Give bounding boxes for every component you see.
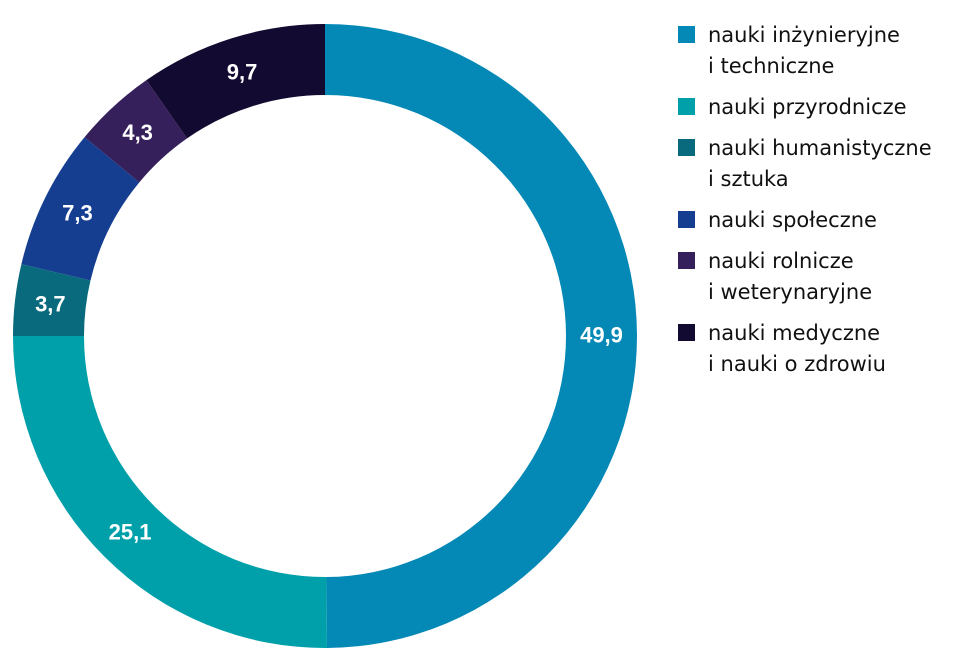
- legend-swatch: [678, 211, 695, 228]
- slice-nauki-spoleczne: [21, 137, 140, 281]
- legend-item: nauki społeczne: [678, 205, 953, 236]
- legend-label: nauki inżynieryjne: [708, 23, 900, 47]
- legend-swatch: [678, 324, 695, 341]
- legend-item: nauki inżynieryjne i techniczne: [678, 20, 953, 82]
- legend-swatch: [678, 98, 695, 115]
- legend-swatch: [678, 26, 695, 43]
- legend-label: i techniczne: [708, 54, 835, 78]
- legend-item: nauki medyczne i nauki o zdrowiu: [678, 318, 953, 380]
- slice-value-label: 49,9: [580, 323, 623, 348]
- slice-value-label: 3,7: [35, 291, 66, 316]
- legend-label: nauki przyrodnicze: [708, 95, 907, 119]
- legend-item: nauki rolnicze i weterynaryjne: [678, 246, 953, 308]
- legend-swatch: [678, 252, 695, 269]
- slice-value-label: 25,1: [109, 520, 152, 545]
- slice-nauki-medyczne-i-nauki-o-zdrowiu: [146, 24, 325, 139]
- slice-value-label: 7,3: [62, 200, 93, 225]
- slice-value-label: 9,7: [227, 60, 258, 85]
- legend-item: nauki przyrodnicze: [678, 92, 953, 123]
- chart-legend: nauki inżynieryjne i techniczne nauki przy…: [678, 20, 953, 390]
- legend-label: nauki społeczne: [708, 208, 877, 232]
- slice-nauki-humanistyczne-i-sztuka: [13, 264, 91, 336]
- legend-label: nauki rolnicze: [708, 249, 854, 273]
- slice-nauki-rolnicze-i-weterynaryjne: [84, 80, 188, 183]
- legend-label: nauki humanistyczne: [708, 136, 932, 160]
- slice-nauki-przyrodnicze: [13, 336, 327, 648]
- slice-nauki-inzynieryjne-i-techniczne: [325, 24, 637, 648]
- legend-label: i weterynaryjne: [708, 280, 873, 304]
- legend-label: i sztuka: [708, 167, 789, 191]
- slice-value-label: 4,3: [122, 120, 153, 145]
- legend-item: nauki humanistyczne i sztuka: [678, 133, 953, 195]
- legend-label: nauki medyczne: [708, 321, 881, 345]
- legend-swatch: [678, 139, 695, 156]
- legend-label: i nauki o zdrowiu: [708, 352, 886, 376]
